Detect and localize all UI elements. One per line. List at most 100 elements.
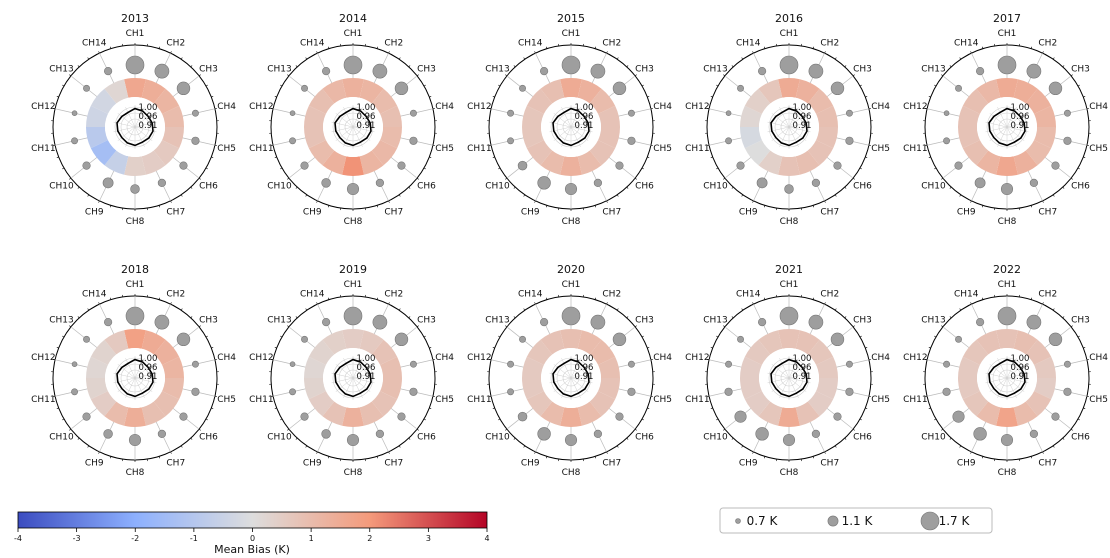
outer-tick <box>408 316 411 319</box>
outer-tick <box>844 186 847 189</box>
outer-tick <box>1062 186 1065 189</box>
outer-tick <box>376 46 379 49</box>
channel-label: CH4 <box>653 353 672 363</box>
bias-sector <box>577 150 602 175</box>
outer-tick <box>170 302 172 305</box>
outer-tick <box>741 57 744 60</box>
std-dot <box>725 360 733 368</box>
channel-label: CH3 <box>199 64 218 74</box>
polar-panel: 2020 CH1 CH2 CH3 CH4 CH5 CH6 CH7 CH8 CH9 CH10 CH11 C… <box>467 263 672 478</box>
inner-spoke <box>788 364 807 379</box>
outer-tick <box>423 335 426 338</box>
bias-sector <box>322 150 347 175</box>
outer-tick <box>523 57 526 60</box>
channel-label: CH4 <box>217 102 236 112</box>
outer-tick <box>280 167 283 170</box>
ring-label: 0.91 <box>575 121 594 131</box>
outer-tick <box>211 96 214 98</box>
bias-sector <box>744 339 771 365</box>
channel-label: CH11 <box>685 144 710 154</box>
channel-label: CH10 <box>703 433 728 443</box>
outer-tick <box>295 65 298 68</box>
channel-label: CH7 <box>602 459 621 469</box>
bias-sector <box>807 88 834 114</box>
inner-spoke <box>788 113 807 128</box>
outer-tick <box>56 96 59 98</box>
channel-label: CH5 <box>653 395 672 405</box>
bias-sector <box>1025 88 1052 114</box>
colorbar-tick-label: 2 <box>367 534 372 543</box>
bias-sector <box>996 78 1018 98</box>
channel-label: CH14 <box>518 289 543 299</box>
outer-tick <box>716 167 719 170</box>
bias-sector <box>380 356 402 378</box>
channel-label: CH14 <box>736 38 761 48</box>
outer-tick <box>280 418 283 421</box>
outer-tick <box>398 445 401 448</box>
correlation-line <box>116 358 154 398</box>
outer-tick <box>505 177 508 180</box>
bias-sector <box>342 329 364 349</box>
outer-tick <box>327 205 330 208</box>
std-dot <box>1063 387 1072 396</box>
outer-tick <box>158 46 161 49</box>
channel-label: CH6 <box>417 433 436 443</box>
outer-tick <box>205 418 208 421</box>
channel-label: CH1 <box>126 29 145 39</box>
outer-tick <box>594 205 597 208</box>
std-dot <box>157 429 167 438</box>
bias-sector <box>104 150 129 175</box>
inner-spoke <box>553 126 572 141</box>
std-dot <box>779 306 799 326</box>
outer-tick <box>170 51 172 54</box>
outer-tick <box>970 302 972 305</box>
std-dot <box>593 178 603 187</box>
channel-label: CH6 <box>635 433 654 443</box>
channel-label: CH1 <box>780 280 799 290</box>
outer-tick <box>970 451 972 454</box>
bias-sector <box>976 330 1001 355</box>
outer-tick <box>513 316 516 319</box>
outer-tick <box>647 96 650 98</box>
outer-tick <box>205 167 208 170</box>
inner-spoke <box>553 113 572 128</box>
correlation-line <box>552 358 590 398</box>
bias-sector <box>380 105 402 127</box>
inner-spoke <box>561 358 572 379</box>
std-dot <box>627 109 635 117</box>
channel-label: CH5 <box>1089 395 1108 405</box>
polar-panel: 2017 CH1 CH2 CH3 CH4 CH5 CH6 CH7 CH8 CH9 CH10 CH11 C… <box>903 12 1108 227</box>
bias-sector <box>371 339 398 365</box>
bias-sector <box>90 88 117 114</box>
bias-sector <box>522 105 544 127</box>
outer-tick <box>824 200 826 203</box>
inner-spoke <box>771 113 790 128</box>
std-dot <box>372 314 388 330</box>
outer-tick <box>287 74 290 77</box>
outer-tick <box>69 177 72 180</box>
inner-spoke <box>352 126 363 147</box>
bias-sector <box>807 339 834 365</box>
outer-tick <box>158 297 161 300</box>
std-dot <box>537 427 551 441</box>
outer-tick <box>928 347 931 349</box>
channel-label: CH10 <box>921 182 946 192</box>
channel-label: CH7 <box>820 459 839 469</box>
channel-label: CH2 <box>166 289 185 299</box>
outer-tick <box>1083 347 1086 349</box>
outer-tick <box>752 51 754 54</box>
ring-label: 0.96 <box>357 112 376 122</box>
std-dot <box>289 137 297 145</box>
outer-tick <box>492 347 495 349</box>
inner-spoke <box>788 377 799 398</box>
bias-sector <box>371 140 398 166</box>
bias-sector <box>304 105 326 127</box>
bias-sector <box>598 105 620 127</box>
std-dot <box>519 335 526 343</box>
outer-tick <box>534 51 536 54</box>
panel-title: 2016 <box>775 12 803 25</box>
outer-tick <box>1052 194 1055 197</box>
outer-tick <box>859 418 862 421</box>
channel-label: CH4 <box>653 102 672 112</box>
channel-label: CH5 <box>1089 144 1108 154</box>
